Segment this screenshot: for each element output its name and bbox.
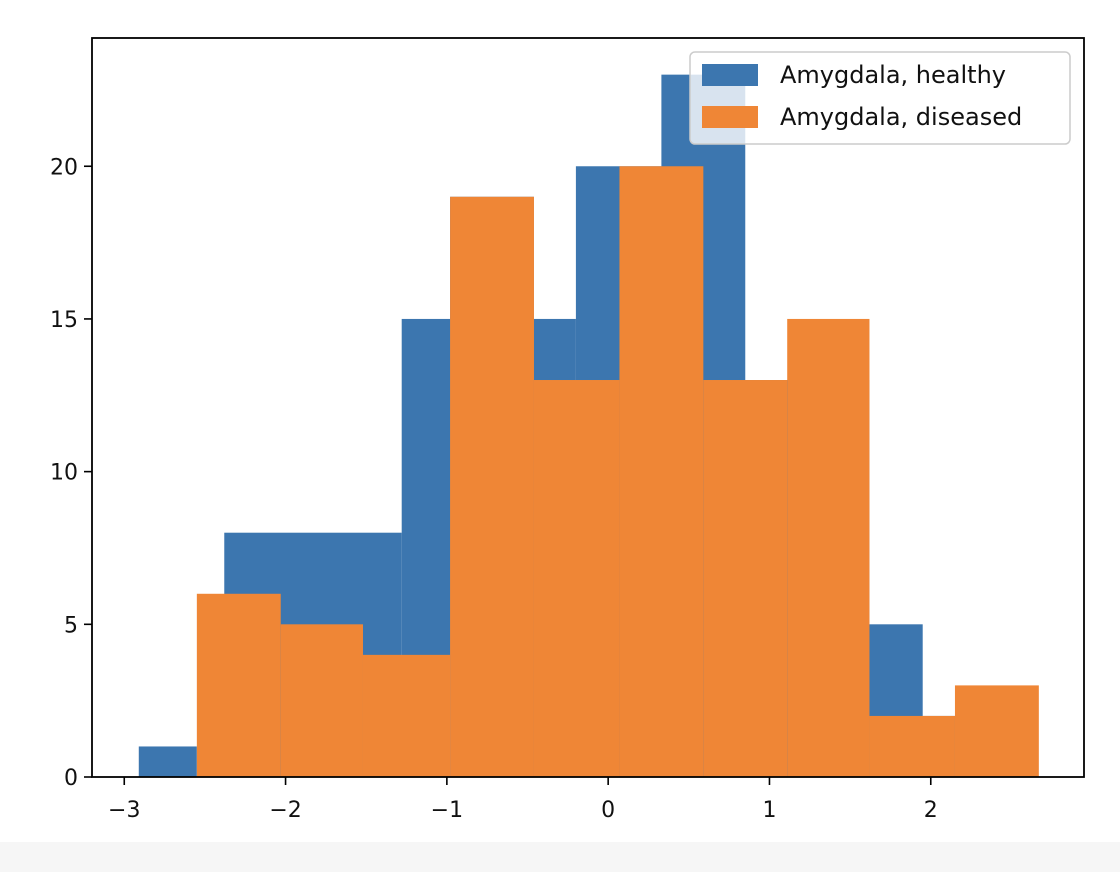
series-2-bar-3 [362, 654, 451, 777]
y-tick-label: 0 [64, 766, 78, 791]
legend-swatch-1 [702, 64, 758, 86]
series-2-bar-1 [196, 593, 281, 777]
x-axis: −3 −2 −1 0 1 2 [108, 777, 938, 823]
axes-frame [91, 37, 1085, 778]
x-tick-label: 2 [924, 798, 938, 823]
legend-label-1: Amygdala, healthy [780, 61, 1006, 89]
y-tick-label: 5 [64, 613, 78, 638]
x-tick-label: −3 [108, 798, 140, 823]
y-tick-label: 10 [50, 461, 78, 486]
series-1-bar-1 [138, 746, 197, 777]
legend-swatch-2 [702, 106, 758, 128]
series-2-bar-7 [703, 380, 788, 777]
legend: Amygdala, healthy Amygdala, diseased [689, 51, 1071, 145]
x-tick-label: 0 [601, 798, 615, 823]
x-tick-label: −2 [269, 798, 301, 823]
y-tick-label: 20 [50, 155, 78, 180]
series-2-bar-4 [450, 196, 534, 778]
bars-group [138, 74, 1039, 778]
y-tick-label: 15 [50, 308, 78, 333]
series-2-bar-8 [787, 318, 870, 777]
x-tick-label: −1 [431, 798, 463, 823]
series-2-bars [196, 166, 1039, 778]
y-axis: 0 5 10 15 20 [50, 155, 92, 791]
figure-canvas: −3 −2 −1 0 1 2 0 5 10 15 20 Amygdala, healthy Amygda… [50, 37, 1085, 823]
series-2-bar-9 [869, 715, 955, 777]
x-tick-label: 1 [762, 798, 776, 823]
series-2-bar-10 [954, 685, 1039, 777]
series-2-bar-5 [533, 380, 620, 777]
series-2-bar-2 [280, 624, 363, 777]
series-2-bar-6 [619, 166, 704, 777]
legend-box [689, 51, 1071, 145]
legend-label-2: Amygdala, diseased [780, 103, 1022, 131]
